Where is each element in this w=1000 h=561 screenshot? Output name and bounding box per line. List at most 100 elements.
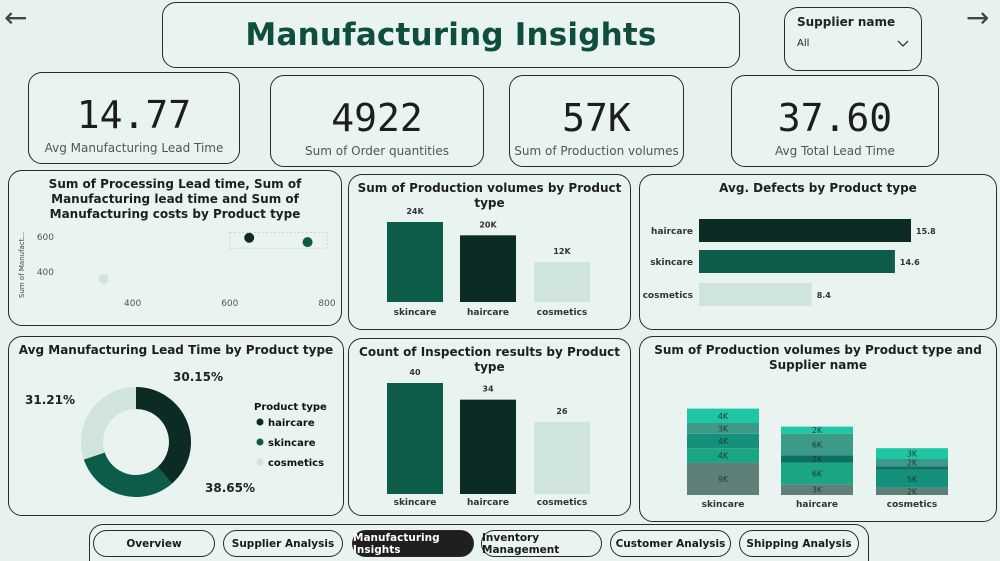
bar xyxy=(460,399,516,494)
back-arrow-icon[interactable]: ← xyxy=(4,1,28,34)
segment-label: 3K xyxy=(907,450,918,459)
slice-label: 31.21% xyxy=(25,393,75,407)
legend-item: cosmetics xyxy=(268,458,324,469)
bar xyxy=(534,421,590,494)
segment-label: 2K xyxy=(812,426,823,435)
category-label: skincare xyxy=(650,258,693,268)
production-volume-bar-panel[interactable]: Sum of Production volumes by Product typ… xyxy=(348,174,631,330)
y-axis-label: Sum of Manufact... xyxy=(18,232,26,298)
category-label: cosmetics xyxy=(887,500,937,510)
legend-title: Product type xyxy=(254,402,327,413)
stack-segment xyxy=(781,433,853,456)
bar xyxy=(699,250,895,273)
stack-segment xyxy=(687,408,759,423)
stacked-volume-panel[interactable]: Sum of Production volumes by Product typ… xyxy=(639,336,997,522)
data-label: 20K xyxy=(479,220,497,229)
legend-item: haircare xyxy=(268,418,315,429)
tab-shipping-analysis[interactable]: Shipping Analysis xyxy=(739,530,859,557)
bar xyxy=(460,235,516,302)
data-label: 8.4 xyxy=(817,291,832,300)
category-label: cosmetics xyxy=(537,498,587,508)
bar xyxy=(534,262,590,302)
production-volume-bar-chart: 24K skincare 20K haircare 12K cosmetics xyxy=(387,207,590,318)
stack-segment xyxy=(687,462,759,495)
legend-item: skincare xyxy=(268,438,316,449)
tab-customer-analysis[interactable]: Customer Analysis xyxy=(610,530,731,557)
legend-marker xyxy=(256,418,264,426)
slice-label: 38.65% xyxy=(205,481,255,495)
kpi-card-order-quantities: 4922 Sum of Order quantities xyxy=(270,75,484,167)
segment-label: 6K xyxy=(812,441,823,450)
y-tick-label: 400 xyxy=(37,268,54,278)
kpi-label: Avg Manufacturing Lead Time xyxy=(44,141,224,155)
chart-title: Sum of Production volumes by Product typ… xyxy=(357,181,622,210)
category-label: skincare xyxy=(702,500,745,510)
data-label: 34 xyxy=(482,385,494,394)
segment-label: 2K xyxy=(812,455,823,464)
stack-segment xyxy=(687,423,759,434)
scatter-point xyxy=(98,273,109,284)
category-label: haircare xyxy=(651,227,693,237)
tab-manufacturing-insights[interactable]: Manufacturing Insights xyxy=(352,530,474,557)
stack-segment xyxy=(876,466,948,470)
chart-title: Count of Inspection results by Product t… xyxy=(359,345,620,374)
kpi-card-avg-total-lead-time: 37.60 Avg Total Lead Time xyxy=(731,75,939,167)
kpi-value: 4922 xyxy=(331,96,423,140)
stack-segment xyxy=(687,433,759,449)
bar xyxy=(387,383,443,494)
chart-title: Sum of Processing Lead time, Sum of Manu… xyxy=(48,177,302,221)
tab-supplier-analysis[interactable]: Supplier Analysis xyxy=(223,530,343,557)
data-label: 26 xyxy=(556,407,568,416)
defects-bar-panel[interactable]: Avg. Defects by Product type haircare 15.… xyxy=(639,174,997,330)
kpi-label: Sum of Order quantities xyxy=(305,144,449,158)
page-tab-bar: Overview Supplier Analysis Manufacturing… xyxy=(89,524,869,561)
chart-title: Sum of Production volumes by Product typ… xyxy=(654,343,982,372)
chart-title: Avg Manufacturing Lead Time by Product t… xyxy=(18,343,334,357)
data-label: 14.6 xyxy=(900,258,920,267)
x-tick-label: 400 xyxy=(124,299,141,309)
segment-label: 2K xyxy=(907,459,918,468)
segment-label: 4K xyxy=(718,437,729,446)
segment-label: 3K xyxy=(718,424,729,433)
segment-label: 6K xyxy=(812,469,823,478)
category-label: haircare xyxy=(796,500,838,510)
kpi-value: 57K xyxy=(562,96,631,140)
defects-horizontal-bar-chart: haircare 15.8 skincare 14.6 cosmetics 8.4 xyxy=(643,219,936,306)
category-label: haircare xyxy=(467,498,509,508)
scatter-point xyxy=(244,232,255,243)
supplier-slicer[interactable]: Supplier name All xyxy=(784,7,922,71)
scatter-chart-panel[interactable]: Sum of Processing Lead time, Sum of Manu… xyxy=(8,170,342,326)
tab-overview[interactable]: Overview xyxy=(93,530,215,557)
kpi-label: Avg Total Lead Time xyxy=(775,144,895,158)
segment-label: 9K xyxy=(718,475,729,484)
kpi-card-production-volumes: 57K Sum of Production volumes xyxy=(509,75,684,167)
stack-segment xyxy=(876,448,948,459)
donut-slice xyxy=(136,387,191,484)
tab-inventory-management[interactable]: Inventory Management xyxy=(481,530,602,557)
chevron-down-icon xyxy=(897,40,909,47)
stack-segment xyxy=(687,448,759,463)
stacked-volume-bar-chart: 9K 4K 4K 3K 4K skincare 3K 6K 2K 6K 2K haircare 2K 5K… xyxy=(687,408,948,510)
lead-time-donut-panel[interactable]: Avg Manufacturing Lead Time by Product t… xyxy=(8,336,344,516)
stack-segment xyxy=(781,462,853,485)
scatter-chart: 400 600 400 600 800 Sum of Manufact... xyxy=(18,232,336,309)
kpi-value: 14.77 xyxy=(76,93,192,137)
stack-segment xyxy=(781,455,853,463)
page-title: Manufacturing Insights xyxy=(245,17,657,53)
stack-segment xyxy=(781,426,853,434)
forward-arrow-icon[interactable]: → xyxy=(966,1,990,34)
x-tick-label: 600 xyxy=(221,299,238,309)
kpi-label: Sum of Production volumes xyxy=(514,144,679,158)
data-label: 40 xyxy=(409,368,421,377)
donut-slice xyxy=(83,452,172,497)
inspection-bar-panel[interactable]: Count of Inspection results by Product t… xyxy=(348,338,631,516)
data-label: 12K xyxy=(553,247,571,256)
inspection-bar-chart: 40 skincare 34 haircare 26 cosmetics xyxy=(387,368,590,508)
slicer-dropdown[interactable]: All xyxy=(797,38,909,49)
donut-slice xyxy=(81,387,136,460)
segment-label: 5K xyxy=(907,475,918,484)
lead-time-donut-chart: 38.65% 31.21% 30.15% Product type haircare sk… xyxy=(25,370,327,497)
legend-marker xyxy=(256,458,264,466)
stack-segment xyxy=(876,469,948,488)
selection-box xyxy=(229,232,328,249)
